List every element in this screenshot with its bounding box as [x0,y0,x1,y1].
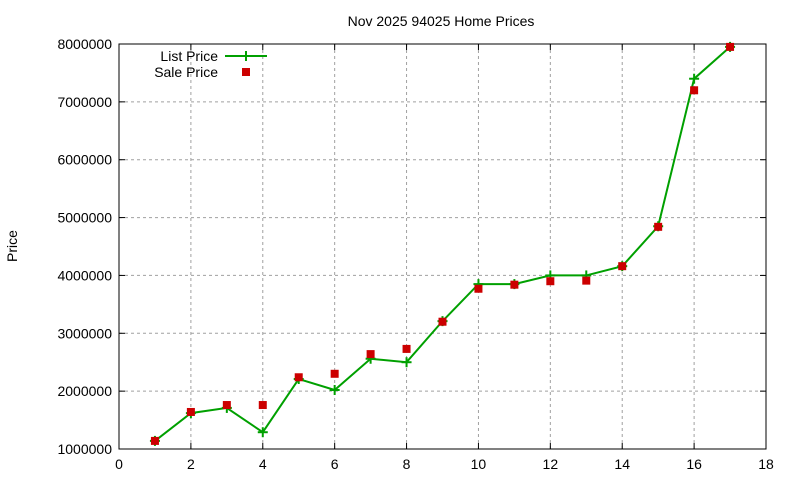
data-point [366,350,375,359]
data-point [474,284,483,293]
series-layer [149,41,736,446]
data-point [546,277,555,286]
data-point [186,407,195,416]
series-sale-price [150,42,735,445]
data-point [150,436,159,445]
y-tick-label: 8000000 [57,36,112,52]
data-point [294,373,303,382]
x-tick-label: 16 [686,456,702,472]
x-tick-label: 4 [259,456,267,472]
y-tick-label: 3000000 [57,325,112,341]
x-tick-label: 6 [331,456,339,472]
data-point [582,276,591,285]
data-point [510,280,519,289]
x-tick-label: 2 [187,456,195,472]
x-tick-label: 0 [115,456,123,472]
x-tick-label: 12 [543,456,559,472]
x-tick-label: 18 [758,456,774,472]
y-tick-label: 5000000 [57,210,112,226]
y-axis-label: Price [4,230,20,262]
series-list-price [149,41,736,446]
x-tick-label: 14 [614,456,630,472]
y-tick-label: 2000000 [57,383,112,399]
data-point [222,401,231,410]
chart-title: Nov 2025 94025 Home Prices [348,13,535,29]
data-point [726,42,735,51]
data-point [618,262,627,271]
data-point [258,401,267,410]
y-tick-label: 1000000 [57,441,112,457]
legend-label: Sale Price [154,64,218,80]
data-point [330,369,339,378]
data-point [438,317,447,326]
y-tick-label: 4000000 [57,267,112,283]
axis-ticks: 0 2 4 6 8 10 12 14 16 18 1000000 2000000 3000000 4000… [57,36,774,472]
data-point [690,86,699,95]
y-tick-label: 7000000 [57,94,112,110]
data-point [654,222,663,231]
legend-label: List Price [160,48,218,64]
plot-border [118,43,767,450]
x-tick-label: 8 [403,456,411,472]
grid [119,44,766,449]
x-tick-label: 10 [471,456,487,472]
y-tick-label: 6000000 [57,152,112,168]
data-point [402,344,411,353]
